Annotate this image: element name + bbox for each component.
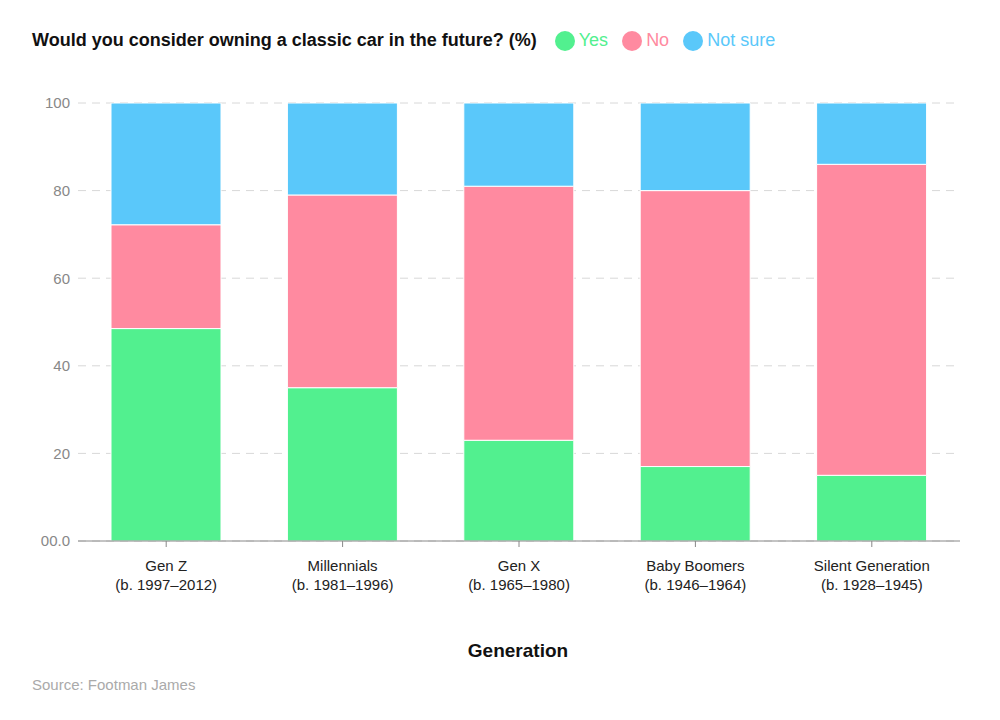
html-text:Source: Footman James: Source: Footman James — [32, 676, 196, 693]
html-text:No: No — [646, 30, 670, 50]
html-text:Would you consider owning a cl: Would you consider owning a classic car … — [32, 30, 537, 50]
svg-text:Millennials(b. 1981–1996): Millennials(b. 1981–1996) — [292, 557, 394, 593]
svg-text:80: 80 — [53, 182, 70, 199]
html-text:Not sure: Not sure — [707, 30, 776, 50]
svg-text:Baby Boomers(b. 1946–1964): Baby Boomers(b. 1946–1964) — [645, 557, 747, 593]
html-text:Yes: Yes — [578, 30, 609, 50]
svg-text:Silent Generation(b. 1928–1945: Silent Generation(b. 1928–1945) — [814, 557, 930, 593]
svg-text:00.0: 00.0 — [41, 532, 70, 549]
svg-text:20: 20 — [53, 445, 70, 462]
svg-text:100: 100 — [45, 94, 70, 111]
html-text:Generation: Generation — [467, 640, 569, 661]
svg-text:Gen X(b. 1965–1980): Gen X(b. 1965–1980) — [468, 557, 570, 593]
svg-text:40: 40 — [53, 357, 70, 374]
svg-text:60: 60 — [53, 270, 70, 287]
svg-text:Gen Z(b. 1997–2012): Gen Z(b. 1997–2012) — [115, 557, 217, 593]
